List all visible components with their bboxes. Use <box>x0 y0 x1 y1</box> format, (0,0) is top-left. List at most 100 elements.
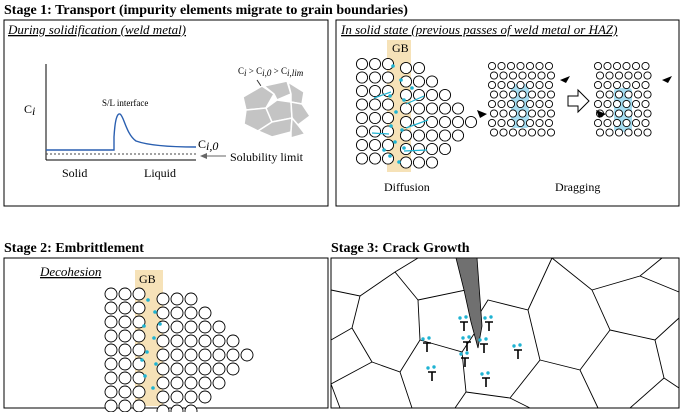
atom <box>368 111 382 125</box>
diffusion-atoms <box>355 57 478 169</box>
atom <box>170 320 184 334</box>
atom <box>381 57 395 71</box>
atom <box>355 57 369 71</box>
lattice-atom <box>499 128 508 137</box>
lattice-atom <box>525 99 535 109</box>
lattice-atom <box>631 80 641 90</box>
atom <box>156 376 170 390</box>
lattice-atom <box>527 128 537 137</box>
atom <box>412 129 426 142</box>
lattice-atom <box>506 99 516 109</box>
gb-label: GB <box>392 41 409 55</box>
atom <box>156 390 170 404</box>
lattice-atom <box>525 61 535 71</box>
atom <box>368 125 382 138</box>
impurity-atom <box>143 374 147 378</box>
atom <box>438 115 452 129</box>
solid-state-title: In solid state (previous passes of weld … <box>340 22 617 37</box>
impurity-atom <box>142 324 146 328</box>
atom <box>399 156 413 169</box>
atom <box>412 88 426 102</box>
atom <box>118 371 132 385</box>
atom <box>184 376 198 390</box>
atom <box>170 348 184 362</box>
lattice-atom <box>631 61 641 71</box>
impurity-atom <box>402 98 406 102</box>
atom <box>412 61 426 75</box>
lattice-atom <box>643 128 652 137</box>
atom <box>355 111 369 125</box>
atom <box>355 98 369 111</box>
lattice-atom <box>622 61 631 71</box>
atom <box>198 348 212 362</box>
impurity-atom <box>421 337 425 341</box>
lattice-atom <box>535 99 544 109</box>
impurity-atom <box>393 140 397 144</box>
atom <box>212 376 226 390</box>
lattice-atom <box>499 90 508 99</box>
lattice-atom <box>633 90 643 99</box>
impurity-atom <box>483 316 487 320</box>
lattice-atom <box>499 71 508 80</box>
atom <box>368 138 382 152</box>
impurity-atom <box>464 315 468 319</box>
lattice-atom <box>643 90 652 99</box>
lattice-atom <box>603 118 612 128</box>
drag-arrow-right-2 <box>596 110 606 118</box>
dislocation-symbol <box>463 341 471 351</box>
atom <box>170 362 184 376</box>
impurity-atom <box>146 298 150 302</box>
lattice-atom <box>624 128 633 137</box>
lattice-atom <box>643 109 652 118</box>
ci0-label: Ci,0 <box>198 137 218 153</box>
lattice-atom <box>499 109 508 118</box>
lattice-atom <box>544 61 554 71</box>
lattice-atom <box>612 118 622 128</box>
lattice-atom <box>595 71 605 80</box>
lattice-atom <box>497 61 506 71</box>
lattice-atom <box>525 118 535 128</box>
lattice-atom <box>518 71 527 80</box>
lattice-atom <box>624 71 633 80</box>
lattice-atom <box>506 61 516 71</box>
lattice-atom <box>487 118 497 128</box>
lattice-atom <box>489 128 499 137</box>
atom <box>184 390 198 404</box>
diffusion-paths <box>371 91 429 152</box>
atom <box>118 329 132 343</box>
atom <box>184 292 198 306</box>
lattice-atom <box>624 90 633 99</box>
impurity-atom <box>512 344 516 348</box>
dislocation-symbol <box>461 357 469 367</box>
atom <box>104 357 118 371</box>
dislocation-symbol <box>485 321 493 331</box>
ci-axis-label: Ci <box>24 102 35 118</box>
crack-growth-panel <box>330 257 680 409</box>
impurity-atom <box>465 351 469 355</box>
atom <box>184 334 198 348</box>
impurity-atom <box>382 148 386 152</box>
solidified-grains <box>242 80 312 139</box>
lattice-atom <box>487 99 497 109</box>
impurity-atom <box>388 154 392 158</box>
atom <box>170 292 184 306</box>
atom <box>212 348 226 362</box>
lattice-atom <box>593 80 603 90</box>
lattice-atom <box>624 109 633 118</box>
atom <box>170 334 184 348</box>
dislocation-symbol <box>482 377 490 387</box>
lattice-atom <box>508 90 518 99</box>
atom <box>132 287 146 301</box>
lattice-atom <box>614 128 624 137</box>
lattice-atom <box>544 80 554 90</box>
atom <box>425 142 439 156</box>
atom <box>412 156 426 169</box>
atom <box>381 98 395 111</box>
atom <box>118 301 132 315</box>
atom <box>226 334 240 348</box>
atom <box>438 129 452 142</box>
atom <box>184 404 198 412</box>
atom <box>438 88 452 102</box>
atom <box>104 399 118 412</box>
atom <box>368 57 382 71</box>
